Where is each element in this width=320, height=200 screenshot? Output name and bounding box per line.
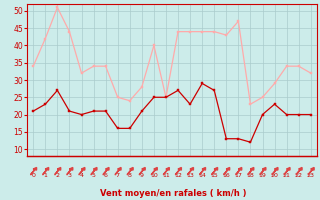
Text: Vent moyen/en rafales ( km/h ): Vent moyen/en rafales ( km/h ) — [100, 189, 246, 198]
